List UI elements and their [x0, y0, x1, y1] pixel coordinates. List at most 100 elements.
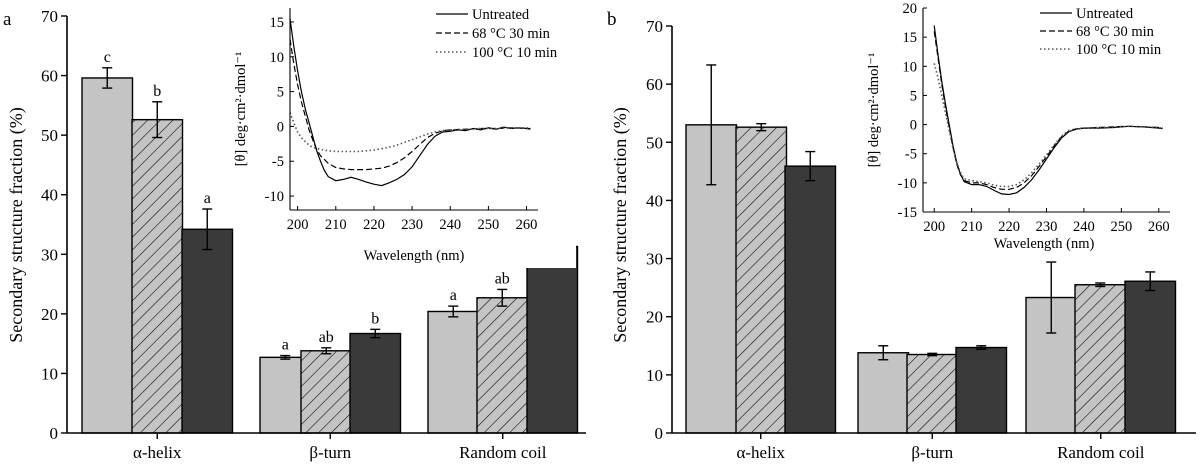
inset-y-tick-label: -5: [905, 147, 917, 163]
inset-y-tick-label: 20: [903, 1, 918, 17]
bar: [349, 332, 402, 434]
y-tick-label: 30: [646, 250, 663, 269]
panel-a-inset: -10 -5 0 5 10 15 200 210 220 230 240 250 260 Wavele…: [233, 0, 576, 268]
significance-label: a: [204, 190, 211, 207]
panel-a-bars: caababababb: [81, 49, 579, 434]
inset-y-tick-label: 5: [277, 85, 284, 101]
panel-a: a Secondary structure fraction (%) 0 10 20…: [3, 0, 586, 462]
significance-label: a: [450, 287, 457, 304]
panel-b-inset-lines: [933, 25, 1163, 196]
panel-a-y-ticks: 0 10 20 30 40 50 60 70: [41, 7, 67, 443]
inset-x-tick-label: 210: [325, 217, 347, 233]
y-tick-label: 0: [50, 424, 59, 443]
inset-x-tick-label: 230: [1036, 219, 1058, 235]
bar: [526, 245, 579, 434]
inset-x-tick-label: 200: [287, 217, 309, 233]
panel-a-y-axis-title: Secondary structure fraction (%): [6, 107, 27, 342]
bar: [476, 297, 529, 434]
bar: [906, 353, 959, 434]
significance-label: ab: [495, 270, 510, 287]
x-tick-label: Random coil: [1057, 443, 1145, 462]
y-tick-label: 70: [41, 7, 58, 26]
inset-x-tick-label: 200: [923, 219, 945, 235]
legend-label: Untreated: [1076, 6, 1134, 22]
bar: [81, 77, 134, 434]
x-tick-label: Random coil: [459, 443, 547, 462]
panel-b-inset: -15 -10 -5 0 5 10 15 20 200 210 220 230 240 250 260 W…: [860, 0, 1198, 255]
panel-b-y-ticks: 0 10 20 30 40 50 60 70: [646, 17, 672, 443]
inset-x-tick-label: 250: [1110, 219, 1132, 235]
inset-x-tick-label: 260: [1148, 219, 1170, 235]
bar: [735, 126, 788, 434]
y-tick-label: 50: [646, 133, 663, 152]
panel-b-inset-x-axis-title: Wavelength (nm): [994, 236, 1095, 252]
inset-x-tick-label: 230: [401, 217, 423, 233]
panel-b-inset-legend: Untreated 68 °C 30 min 100 °C 10 min: [1040, 6, 1162, 58]
inset-x-tick-label: 240: [1073, 219, 1095, 235]
inset-y-tick-label: 10: [903, 59, 918, 75]
panel-a-inset-legend: Untreated 68 °C 30 min 100 °C 10 min: [436, 7, 558, 61]
panel-a-label: a: [3, 9, 12, 30]
y-tick-label: 60: [41, 67, 58, 86]
panel-a-inset-x-ticks: 200 210 220 230 240 250 260: [287, 206, 538, 233]
bar: [300, 350, 353, 434]
inset-y-tick-label: 10: [270, 50, 285, 66]
inset-y-tick-label: 0: [910, 118, 917, 134]
panel-b-inset-y-ticks: -15 -10 -5 0 5 10 15 20: [898, 1, 927, 221]
inset-y-tick-label: -15: [898, 205, 917, 221]
legend-label: Untreated: [472, 7, 530, 23]
y-tick-label: 60: [646, 75, 663, 94]
panel-b-inset-y-axis-title: [θ] deg·cm²·dmol⁻¹: [866, 53, 882, 168]
significance-label: b: [371, 310, 379, 327]
legend-label: 68 °C 30 min: [1076, 24, 1155, 40]
y-tick-label: 20: [41, 305, 58, 324]
inset-y-tick-label: -10: [898, 176, 917, 192]
bar: [857, 352, 910, 434]
inset-y-tick-label: 15: [903, 30, 918, 46]
panel-b-bars: [685, 64, 1177, 434]
inset-y-tick-label: 5: [910, 88, 917, 104]
inset-y-tick-label: -5: [272, 154, 284, 170]
panel-b-y-axis-title: Secondary structure fraction (%): [610, 107, 631, 342]
y-tick-label: 70: [646, 17, 663, 36]
x-tick-label: α-helix: [133, 443, 182, 462]
inset-series-line: [933, 25, 1163, 196]
inset-x-tick-label: 260: [516, 217, 538, 233]
y-tick-label: 0: [655, 424, 664, 443]
x-tick-label: β-turn: [911, 443, 953, 462]
y-tick-label: 50: [41, 126, 58, 145]
inset-x-tick-label: 250: [478, 217, 500, 233]
panel-a-inset-x-axis-title: Wavelength (nm): [364, 248, 465, 264]
panel-a-inset-y-ticks: -10 -5 0 5 10 15: [265, 15, 294, 205]
y-tick-label: 10: [646, 366, 663, 385]
inset-x-tick-label: 240: [439, 217, 461, 233]
panel-b-inset-x-ticks: 200 210 220 230 240 250 260: [923, 208, 1170, 235]
inset-x-tick-label: 210: [961, 219, 983, 235]
y-tick-label: 20: [646, 308, 663, 327]
bar: [131, 118, 184, 434]
panel-a-inset-y-axis-title: [θ] deg·cm²·dmol⁻¹: [233, 52, 249, 167]
legend-label: 100 °C 10 min: [472, 45, 558, 61]
bar: [1074, 284, 1127, 434]
panel-a-inset-lines: [289, 18, 531, 187]
inset-y-tick-label: 0: [277, 119, 284, 135]
panel-b-label: b: [607, 9, 617, 30]
panel-a-inset-background: [236, 0, 576, 268]
bar: [427, 310, 480, 434]
inset-y-tick-label: -10: [265, 189, 284, 205]
y-tick-label: 30: [41, 245, 58, 264]
significance-label: ab: [319, 329, 334, 346]
y-tick-label: 40: [41, 186, 58, 205]
panel-b: b Secondary structure fraction (%) 0 10 20…: [607, 0, 1198, 462]
significance-label: a: [282, 337, 289, 354]
inset-y-tick-label: 15: [270, 15, 285, 31]
bar: [181, 228, 234, 434]
panel-a-x-labels: α-helix β-turn Random coil: [133, 433, 547, 462]
inset-x-tick-label: 220: [363, 217, 385, 233]
y-tick-label: 40: [646, 191, 663, 210]
significance-label: b: [153, 83, 161, 100]
inset-series-line: [933, 63, 1163, 188]
panel-b-x-labels: α-helix β-turn Random coil: [736, 433, 1145, 462]
x-tick-label: α-helix: [736, 443, 785, 462]
